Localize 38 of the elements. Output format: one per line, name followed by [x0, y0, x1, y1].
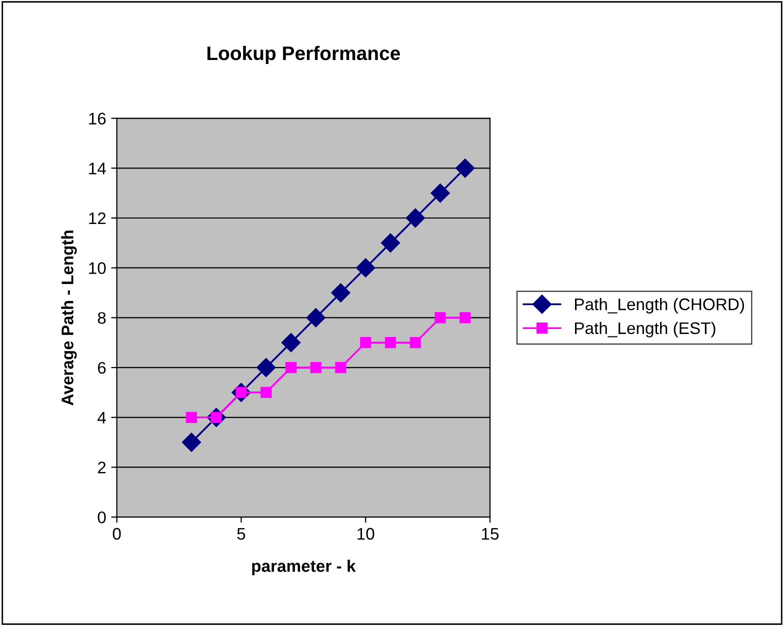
point — [456, 158, 475, 178]
point — [182, 432, 201, 452]
point — [410, 337, 421, 348]
x-tick-label: 10 — [358, 528, 374, 540]
point — [310, 362, 322, 374]
point — [186, 412, 198, 423]
y-tick-label: 8 — [98, 312, 106, 324]
y-tick-label: 16 — [89, 112, 106, 125]
y-tick-label: 10 — [89, 262, 106, 274]
point — [256, 358, 276, 378]
point — [306, 308, 326, 328]
chart-title: Lookup Performance — [207, 46, 400, 64]
point — [360, 337, 372, 348]
point — [406, 208, 425, 228]
point — [380, 233, 400, 252]
point — [434, 312, 446, 324]
y-tick-label: 12 — [89, 212, 106, 224]
legend-label: Path_Length (CHORD) — [575, 298, 744, 314]
point — [356, 258, 376, 278]
x-axis-title: parameter - k — [252, 560, 356, 576]
x-tick-label: 0 — [112, 528, 121, 540]
point — [281, 333, 300, 352]
point — [430, 184, 450, 203]
point — [331, 283, 350, 302]
point — [285, 362, 297, 374]
point — [260, 386, 272, 398]
point — [384, 337, 396, 348]
y-axis-title: Average Path - Length — [61, 230, 77, 406]
y-tick-label: 0 — [98, 511, 106, 524]
y-tick-label: 2 — [98, 462, 106, 474]
y-tick-label: 6 — [98, 362, 106, 374]
x-tick-label: 5 — [237, 528, 246, 540]
y-tick-label: 14 — [89, 162, 106, 174]
legend-label: Path_Length (EST) — [575, 322, 716, 338]
point — [335, 362, 346, 374]
y-tick-label: 4 — [98, 412, 106, 424]
x-tick-label: 15 — [482, 528, 499, 540]
point — [460, 312, 471, 324]
